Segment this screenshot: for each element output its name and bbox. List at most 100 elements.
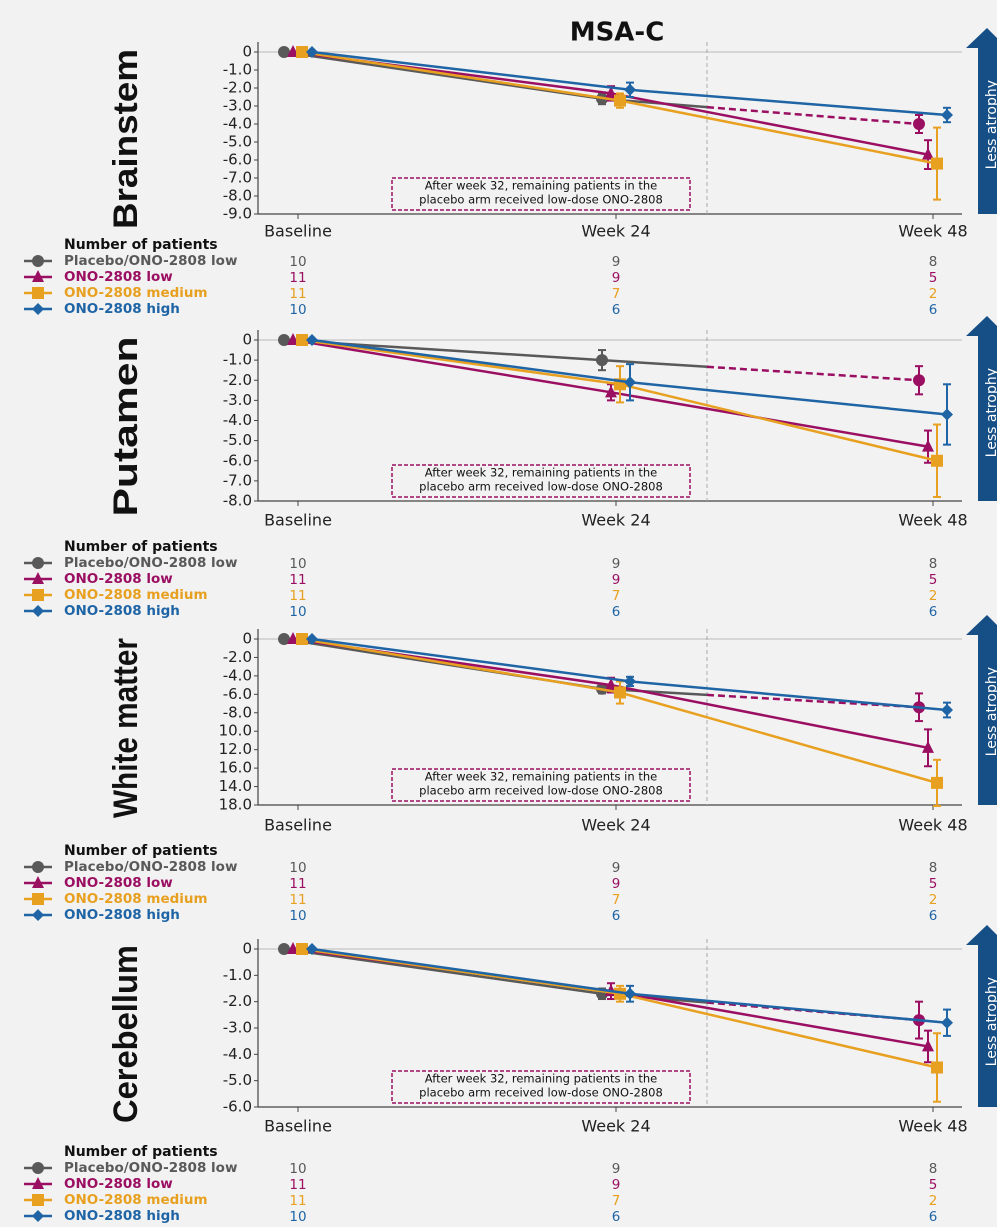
patient-count: 8 <box>929 860 938 876</box>
patient-count: 11 <box>289 1193 306 1209</box>
patient-count: 10 <box>289 556 306 572</box>
patient-count: 7 <box>612 892 621 908</box>
x-tick-label: Week 24 <box>581 511 650 530</box>
point <box>931 157 943 170</box>
legend-label: ONO-2808 medium <box>64 1192 208 1208</box>
point <box>614 94 626 107</box>
patient-count: 7 <box>612 1193 621 1209</box>
point <box>941 109 953 121</box>
arrow <box>966 925 997 1107</box>
line <box>301 947 938 1069</box>
arrow-label: Less atrophy <box>984 80 997 169</box>
legend-label: ONO-2808 low <box>64 875 173 891</box>
annotation: After week 32, remaining patients in the <box>425 466 657 480</box>
annotation-box <box>391 768 691 802</box>
y-tick-label: 0 <box>242 940 252 958</box>
y-tick-label: -4.0 <box>223 411 252 429</box>
point <box>32 303 44 315</box>
annotation: After week 32, remaining patients in the <box>425 1072 657 1086</box>
point <box>931 776 943 789</box>
x-tick-label: Baseline <box>264 816 332 835</box>
y-tick-label: -7.0 <box>223 471 252 489</box>
point <box>941 704 953 717</box>
point <box>32 876 44 888</box>
point <box>306 943 318 955</box>
point <box>296 943 308 955</box>
point <box>296 46 308 58</box>
patient-count: 11 <box>289 588 306 604</box>
point <box>624 83 636 96</box>
patient-count: 5 <box>929 572 938 588</box>
point <box>913 118 925 130</box>
y-tick-label: -5.0 <box>223 431 252 449</box>
y-tick-label: -8.0 <box>223 492 252 510</box>
annotation: placebo arm received low-dose ONO-2808 <box>419 193 663 207</box>
x-tick-label: Week 48 <box>898 222 967 241</box>
point <box>32 1210 44 1222</box>
patient-count: 9 <box>612 1161 621 1177</box>
patient-count: 11 <box>289 572 306 588</box>
arrow-label: Less atrophy <box>984 977 997 1066</box>
patient-count: 8 <box>929 1161 938 1177</box>
point <box>32 572 44 584</box>
patient-count: 9 <box>612 1177 621 1193</box>
x-tick-label: Week 48 <box>898 816 967 835</box>
line <box>311 637 948 712</box>
point <box>941 1016 953 1029</box>
y-tick-label: -6.0 <box>223 685 252 703</box>
legend-label: Placebo/ONO-2808 low <box>64 555 237 571</box>
point <box>931 454 943 467</box>
point <box>32 1194 44 1206</box>
annotation-box <box>391 464 691 498</box>
point <box>922 439 934 452</box>
point <box>32 605 44 617</box>
x-tick-label: Week 24 <box>581 222 650 241</box>
point <box>32 1177 44 1189</box>
point <box>605 385 617 398</box>
patient-count: 11 <box>289 876 306 892</box>
y-axis-title: Brainstem <box>107 49 145 229</box>
legend-title: Number of patients <box>64 843 218 859</box>
y-tick-label: -3.0 <box>223 97 252 115</box>
patient-count: 6 <box>929 604 938 620</box>
arrow <box>966 615 997 805</box>
patient-count: 11 <box>289 892 306 908</box>
y-axis-title: White matter <box>107 638 145 818</box>
patient-count: 6 <box>612 302 621 318</box>
figure-title: MSA-C <box>570 18 665 48</box>
point <box>32 909 44 921</box>
legend-label: ONO-2808 high <box>64 603 180 619</box>
annotation-box <box>391 177 691 211</box>
point <box>306 46 318 58</box>
point <box>922 740 934 753</box>
point <box>296 334 308 346</box>
x-tick-label: Baseline <box>264 511 332 530</box>
arrow-label: Less atrophy <box>984 368 997 457</box>
point <box>32 893 44 905</box>
y-axis-title: Putamen <box>107 337 145 517</box>
point <box>278 633 290 645</box>
y-tick-label: -4.0 <box>223 666 252 684</box>
y-tick-label: -8.0 <box>223 703 252 721</box>
patient-count: 7 <box>612 286 621 302</box>
arrow <box>966 28 997 214</box>
line-dashed <box>706 365 920 382</box>
line <box>601 358 708 369</box>
patient-count: 9 <box>612 270 621 286</box>
point <box>922 147 934 160</box>
annotation: placebo arm received low-dose ONO-2808 <box>419 784 663 798</box>
annotation: placebo arm received low-dose ONO-2808 <box>419 480 663 494</box>
patient-count: 10 <box>289 1209 306 1225</box>
y-tick-label: -1.0 <box>223 351 252 369</box>
patient-count: 10 <box>289 1161 306 1177</box>
point <box>596 354 608 367</box>
y-tick-label: 0 <box>242 630 252 648</box>
y-tick-label: -1.0 <box>223 966 252 984</box>
y-tick-label: -5.0 <box>223 133 252 151</box>
point <box>32 1162 44 1174</box>
point <box>614 686 626 699</box>
patient-count: 6 <box>612 604 621 620</box>
point <box>278 334 290 346</box>
